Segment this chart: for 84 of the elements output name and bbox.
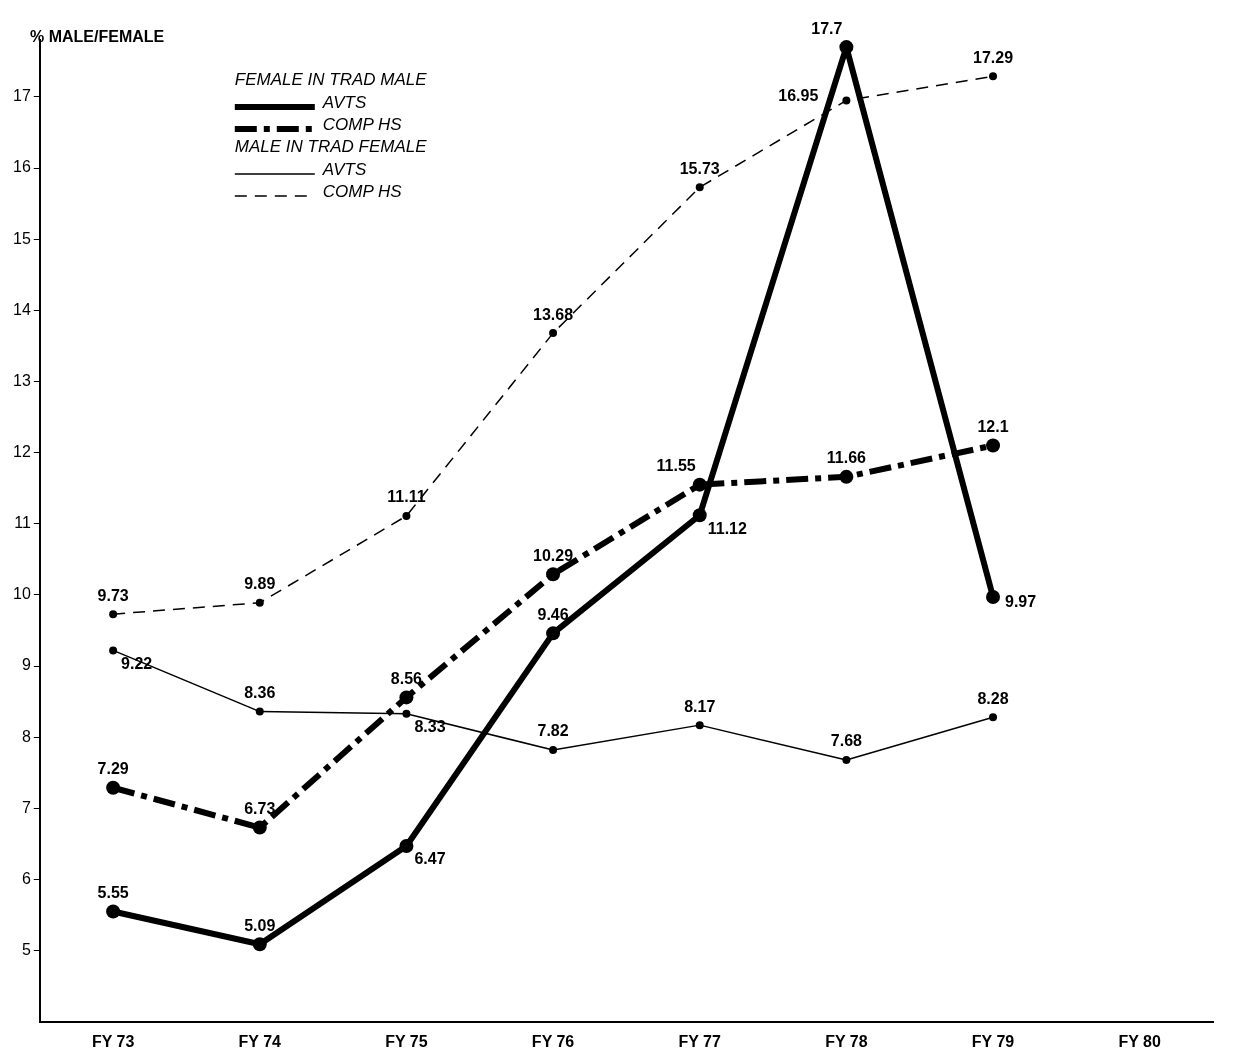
y-tick-label: 6 [21, 869, 31, 887]
y-tick-label: 13 [13, 371, 31, 389]
point [986, 590, 1001, 605]
x-tick-label: FY 77 [678, 1032, 722, 1050]
data-label: 12.1 [977, 417, 1009, 435]
data-label: 5.09 [244, 916, 276, 934]
data-label: 9.22 [121, 654, 153, 672]
y-axis-title: % MALE/FEMALE [30, 28, 166, 46]
y-tick-label: 12 [13, 443, 31, 461]
legend-label: AVTS [321, 92, 367, 112]
x-tick-label: FY 74 [238, 1032, 282, 1050]
point [255, 598, 264, 607]
point [692, 477, 707, 492]
y-tick-label: 9 [21, 656, 31, 674]
legend-label: COMP HS [322, 114, 403, 134]
point [402, 709, 411, 718]
point [989, 713, 998, 722]
point [549, 746, 558, 755]
data-label: 10.29 [533, 546, 574, 564]
point [106, 780, 121, 795]
point [109, 646, 118, 655]
data-label: 8.36 [244, 684, 276, 702]
data-label: 11.11 [387, 488, 426, 506]
data-label: 9.97 [1005, 593, 1037, 611]
data-label: 11.66 [826, 449, 867, 467]
point [986, 438, 1001, 453]
annotation: MALE IN TRAD FEMALE [234, 136, 428, 156]
data-label: 8.28 [977, 689, 1009, 707]
legend-label: COMP HS [322, 181, 403, 201]
point [692, 508, 707, 523]
y-tick-label: 17 [13, 87, 31, 105]
data-label: 16.95 [778, 86, 819, 104]
data-label: 13.68 [533, 305, 574, 323]
data-label: 6.73 [244, 799, 276, 817]
y-tick-label: 7 [21, 798, 31, 816]
data-label: 9.89 [244, 575, 276, 593]
point [252, 937, 267, 952]
point [842, 96, 851, 105]
data-label: 15.73 [679, 159, 720, 177]
x-tick-label: FY 75 [385, 1032, 428, 1050]
point [402, 511, 411, 520]
point [109, 610, 118, 619]
annotation: FEMALE IN TRAD MALE [234, 69, 428, 89]
point [989, 72, 998, 81]
point [399, 839, 414, 854]
point [255, 707, 264, 716]
point [546, 567, 561, 582]
data-label: 9.46 [537, 605, 569, 623]
y-tick-label: 16 [13, 158, 31, 176]
data-label: 11.55 [656, 457, 696, 475]
data-label: 8.17 [684, 697, 716, 715]
x-tick-label: FY 78 [825, 1032, 868, 1050]
point [106, 904, 121, 919]
point [252, 820, 267, 835]
point [839, 469, 854, 484]
data-label: 17.7 [811, 19, 843, 37]
point [546, 626, 561, 641]
y-tick-label: 5 [21, 941, 31, 959]
x-tick-label: FY 79 [971, 1032, 1015, 1050]
data-label: 17.29 [973, 48, 1014, 66]
data-label: 8.56 [390, 669, 423, 687]
point [842, 755, 851, 764]
y-tick-label: 10 [13, 585, 31, 603]
point [399, 690, 414, 705]
x-tick-label: FY 76 [531, 1032, 575, 1050]
y-tick-label: 14 [13, 300, 31, 318]
point [549, 329, 558, 338]
y-tick-label: 8 [21, 727, 31, 745]
point [695, 183, 704, 192]
data-label: 5.55 [97, 883, 129, 901]
data-label: 7.68 [830, 732, 863, 750]
y-tick-label: 15 [13, 229, 31, 247]
x-tick-label: FY 80 [1118, 1032, 1161, 1050]
data-label: 8.33 [414, 718, 446, 736]
data-label: 7.29 [97, 760, 129, 778]
data-label: 11.12 [707, 519, 747, 537]
data-label: 9.73 [97, 586, 129, 604]
point [695, 721, 704, 730]
point [839, 40, 854, 55]
data-label: 7.82 [537, 722, 569, 740]
y-tick-label: 11 [14, 514, 31, 532]
data-label: 6.47 [414, 850, 446, 868]
legend-label: AVTS [321, 159, 367, 179]
x-tick-label: FY 73 [91, 1032, 135, 1050]
